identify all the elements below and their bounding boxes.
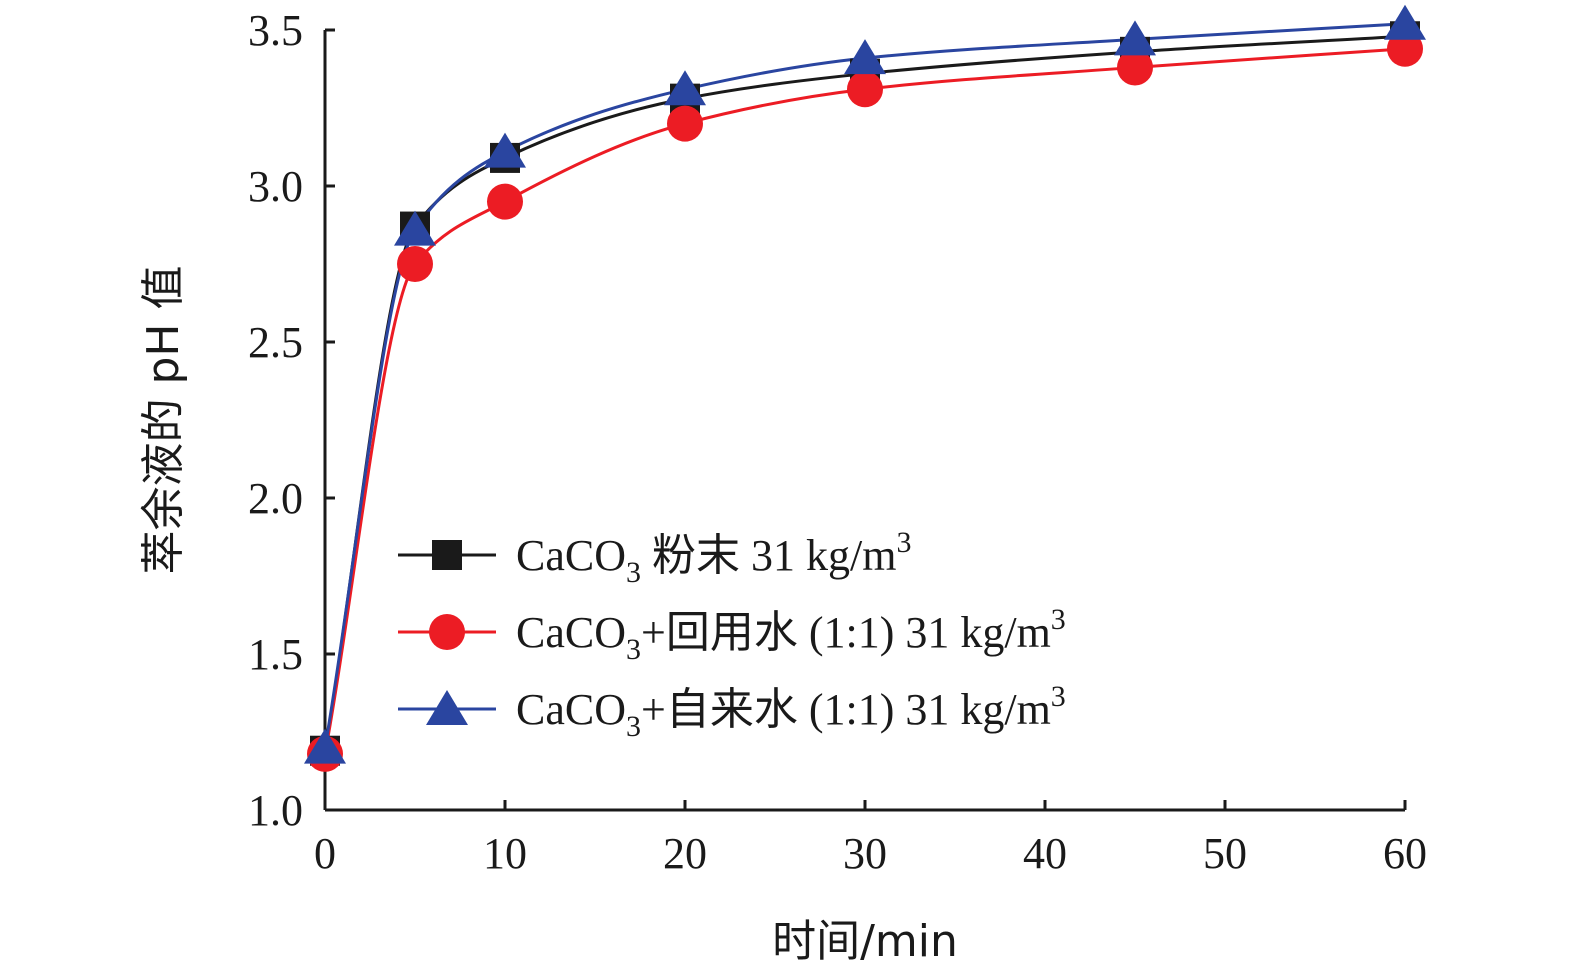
series-3-point bbox=[394, 210, 436, 246]
x-axis-title: 时间/min bbox=[772, 916, 958, 967]
series-3-point bbox=[664, 70, 706, 106]
y-tick-label: 2.0 bbox=[248, 474, 303, 523]
x-tick-label: 50 bbox=[1203, 829, 1247, 878]
legend-label-2: CaCO3+回用水 (1:1) 31 kg/m3 bbox=[516, 603, 1066, 666]
x-ticks: 0 10 20 30 40 50 60 bbox=[314, 800, 1427, 878]
y-tick-label: 1.5 bbox=[248, 630, 303, 679]
legend-text-part: CaCO bbox=[516, 608, 626, 657]
x-tick-label: 20 bbox=[663, 829, 707, 878]
x-tick-label: 40 bbox=[1023, 829, 1067, 878]
legend-text-part: 粉末 31 kg/m bbox=[641, 531, 896, 580]
legend-text-part: CaCO bbox=[516, 685, 626, 734]
y-tick-label: 2.5 bbox=[248, 318, 303, 367]
legend-superscript: 3 bbox=[896, 526, 911, 559]
legend-subscript: 3 bbox=[626, 633, 641, 666]
legend-subscript: 3 bbox=[626, 556, 641, 589]
legend-subscript: 3 bbox=[626, 710, 641, 743]
legend-text-part: CaCO bbox=[516, 531, 626, 580]
series-2-point bbox=[397, 246, 433, 282]
legend-text-part: +自来水 (1:1) 31 kg/m bbox=[641, 685, 1051, 734]
series-markers bbox=[304, 4, 1426, 772]
y-axis-title: 萃余液的 pH 值 bbox=[138, 266, 189, 575]
series-2-point bbox=[1117, 49, 1153, 86]
x-tick-label: 10 bbox=[483, 829, 527, 878]
series-3-point bbox=[1114, 20, 1156, 56]
series-2-point bbox=[667, 105, 703, 142]
series-3-point bbox=[1384, 4, 1426, 40]
legend-label-3: CaCO3+自来水 (1:1) 31 kg/m3 bbox=[516, 680, 1066, 743]
series-3-point bbox=[844, 39, 886, 75]
x-tick-label: 30 bbox=[843, 829, 887, 878]
y-ticks: 1.0 1.5 2.0 2.5 3.0 3.5 bbox=[248, 6, 335, 835]
legend-label-1: CaCO3 粉末 31 kg/m3 bbox=[516, 526, 911, 589]
legend-superscript: 3 bbox=[1051, 603, 1066, 636]
series-2-point bbox=[487, 183, 523, 220]
y-tick-label: 1.0 bbox=[248, 786, 303, 835]
y-tick-label: 3.5 bbox=[248, 6, 303, 55]
legend-superscript: 3 bbox=[1051, 680, 1066, 713]
legend-marker-3 bbox=[426, 690, 468, 725]
series-3-point bbox=[304, 728, 346, 764]
x-tick-label: 0 bbox=[314, 829, 336, 878]
legend-marker-1 bbox=[432, 540, 462, 570]
legend-text-part: +回用水 (1:1) 31 kg/m bbox=[641, 608, 1051, 657]
legend-marker-2 bbox=[429, 614, 465, 650]
series-2-point bbox=[847, 71, 883, 108]
x-tick-label: 60 bbox=[1383, 829, 1427, 878]
y-tick-label: 3.0 bbox=[248, 162, 303, 211]
series-3-point bbox=[484, 132, 526, 168]
